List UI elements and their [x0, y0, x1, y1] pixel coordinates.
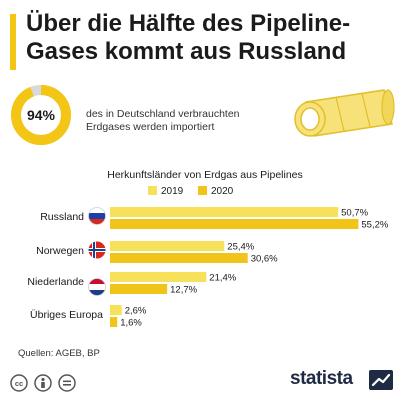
equal-icon — [58, 374, 76, 392]
bar-norwegen-2019 — [110, 241, 225, 251]
statista-logo-text: statista — [290, 368, 353, 389]
attribution-icon — [34, 374, 52, 392]
category-label-uebriges-europa: Übriges Europa — [30, 309, 103, 321]
bar-uebriges-europa-2019 — [110, 305, 122, 315]
donut-arc — [11, 85, 71, 145]
value-label-uebriges-europa-2020: 1,6% — [120, 318, 142, 329]
value-label-niederlande-2020: 12,7% — [170, 285, 197, 296]
donut-percent-label: 94% — [27, 107, 56, 123]
value-label-russland-2019: 50,7% — [341, 208, 368, 219]
statista-logo-icon — [369, 370, 393, 390]
bar-russland-2019 — [110, 207, 339, 217]
chart-legend: 2019 2020 — [148, 186, 234, 197]
svg-text:cc: cc — [15, 379, 23, 388]
legend-label-2019: 2019 — [161, 186, 184, 197]
import-text-line-1: des in Deutschland verbrauchten — [86, 108, 240, 120]
country-flags — [88, 207, 106, 296]
category-label-niederlande: Niederlande — [27, 276, 84, 288]
value-label-norwegen-2019: 25,4% — [227, 242, 254, 253]
page-title: Über die Hälfte des Pipeline- Gases komm… — [26, 10, 396, 66]
import-share-donut: 94% — [11, 85, 71, 145]
license-icons: cc — [10, 374, 76, 392]
import-description: des in Deutschland verbrauchten Erdgases… — [86, 108, 276, 134]
title-accent-bar — [10, 14, 16, 70]
legend-swatch-2020 — [198, 186, 207, 195]
chart-title: Herkunftsländer von Erdgas aus Pipelines — [107, 169, 303, 181]
bar-russland-2020 — [110, 219, 359, 229]
flag-netherlands-icon — [88, 278, 106, 296]
flag-norway-icon — [88, 241, 106, 259]
pipe-opening-icon — [300, 107, 320, 131]
bar-uebriges-europa-2020 — [110, 317, 118, 327]
bar-niederlande-2020 — [110, 284, 168, 294]
value-label-norwegen-2020: 30,6% — [251, 254, 278, 265]
value-label-russland-2020: 55,2% — [361, 220, 388, 231]
cc-icon: cc — [10, 374, 28, 392]
import-text-line-2: Erdgases werden importiert — [86, 121, 215, 133]
value-label-niederlande-2019: 21,4% — [209, 273, 236, 284]
title-line-2: Gases kommt aus Russland — [26, 38, 347, 65]
bar-niederlande-2019 — [110, 272, 207, 282]
flag-russia-icon — [88, 207, 106, 225]
chart-bars: 50,7%55,2% Russland 25,4%30,6% Norwegen 21,4… — [27, 207, 389, 329]
legend-swatch-2019 — [148, 186, 157, 195]
category-label-russland: Russland — [40, 211, 84, 223]
category-label-norwegen: Norwegen — [36, 245, 84, 257]
title-line-1: Über die Hälfte des Pipeline- — [26, 10, 351, 37]
value-label-uebriges-europa-2019: 2,6% — [125, 306, 147, 317]
pipeline-icon — [294, 89, 395, 137]
source-note: Quellen: AGEB, BP — [18, 348, 100, 359]
legend-label-2020: 2020 — [211, 186, 234, 197]
bar-norwegen-2020 — [110, 253, 248, 263]
